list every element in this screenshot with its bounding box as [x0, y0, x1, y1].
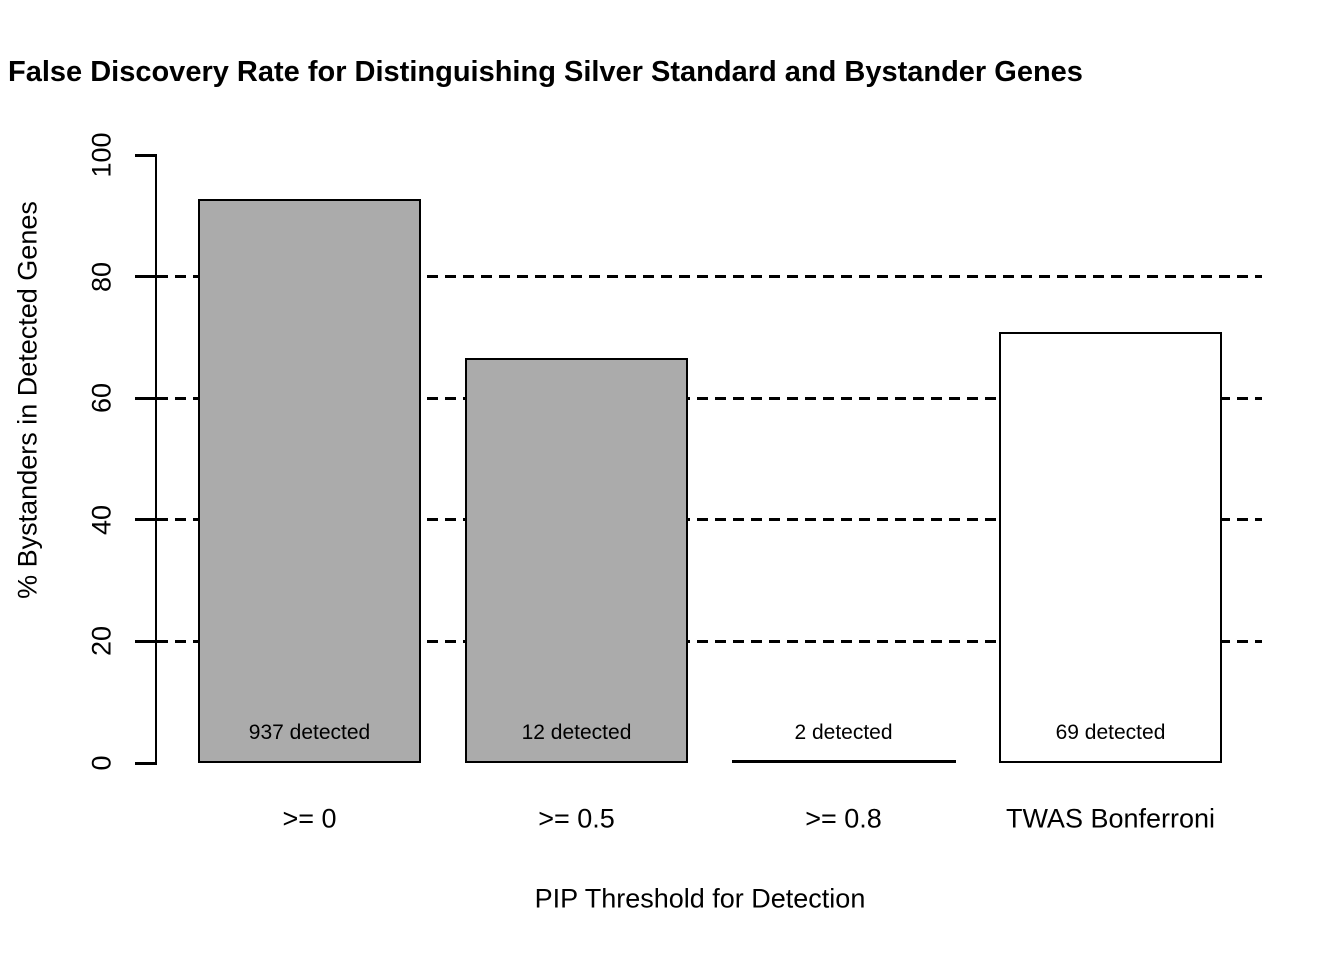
y-tick — [135, 518, 157, 522]
bar — [465, 358, 688, 763]
chart-title: False Discovery Rate for Distinguishing … — [8, 56, 1083, 88]
gridline — [157, 518, 1262, 522]
y-tick — [135, 275, 157, 279]
bar-count-label: 937 detected — [248, 721, 371, 744]
y-tick-label: 0 — [86, 755, 117, 771]
bar-count-label: 2 detected — [794, 721, 893, 744]
gridline — [157, 639, 1262, 643]
y-tick-label: 80 — [86, 261, 117, 292]
category-label: >= 0.8 — [805, 803, 882, 834]
gridline — [157, 275, 1262, 279]
y-tick-label: 60 — [86, 383, 117, 414]
y-axis-line — [155, 154, 157, 765]
category-label: TWAS Bonferroni — [1005, 803, 1216, 834]
category-label: >= 0 — [282, 803, 337, 834]
y-tick-label: 40 — [86, 504, 117, 535]
x-axis-label: PIP Threshold for Detection — [534, 883, 866, 914]
category-label: >= 0.5 — [538, 803, 615, 834]
y-tick-label: 100 — [86, 132, 117, 178]
y-tick — [135, 761, 157, 765]
y-tick-label: 20 — [86, 626, 117, 657]
bar-count-label: 69 detected — [1055, 721, 1166, 744]
bar-count-label: 12 detected — [521, 721, 632, 744]
y-tick — [135, 153, 157, 157]
y-axis-label: % Bystanders in Detected Genes — [12, 201, 43, 599]
bar — [732, 760, 956, 763]
gridline — [157, 396, 1262, 400]
y-tick — [135, 639, 157, 643]
bar — [999, 332, 1222, 763]
y-tick — [135, 396, 157, 400]
bar — [198, 199, 421, 763]
